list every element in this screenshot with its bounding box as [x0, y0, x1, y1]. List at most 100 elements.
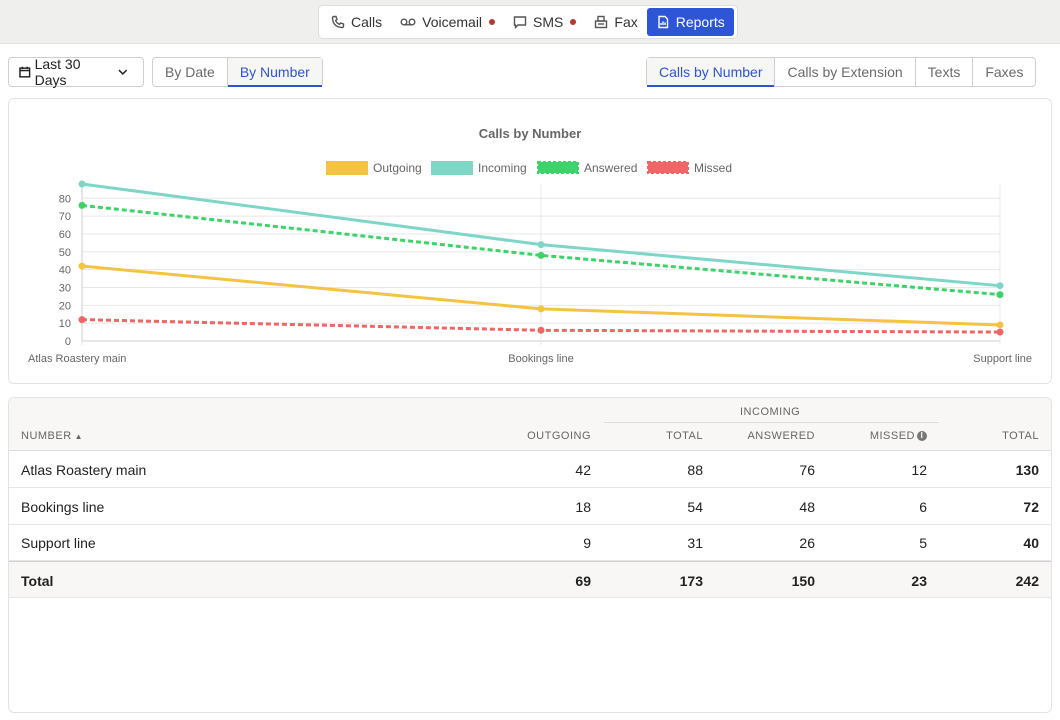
report-table: INCOMING NUMBER ▲ OUTGOING TOTAL ANSWERED…: [8, 397, 1052, 713]
chevron-down-icon: [118, 69, 128, 75]
voicemail-unread-dot: [489, 19, 496, 25]
nav-fax-label: Fax: [614, 14, 638, 30]
chart-title: Calls by Number: [479, 126, 582, 141]
nav-voicemail-label: Voicemail: [422, 14, 483, 30]
row-missed: 6: [919, 499, 927, 515]
row-answered: 76: [799, 462, 815, 478]
data-point-incoming: [78, 180, 86, 188]
col-total[interactable]: TOTAL: [1002, 430, 1039, 442]
report-icon: [658, 15, 668, 29]
legend-swatch: [326, 161, 368, 175]
row-answered: 26: [799, 535, 815, 551]
report-type-toggle: Calls by Number Calls by Extension Texts…: [646, 57, 1037, 87]
date-range-label: Last 30 Days: [34, 56, 81, 88]
totals-outgoing: 69: [575, 573, 591, 589]
table-row: Support line 9 31 26 5 40: [9, 524, 1051, 561]
tab-calls-by-number[interactable]: Calls by Number: [647, 58, 776, 87]
row-missed: 5: [919, 535, 927, 551]
data-point-answered: [996, 291, 1004, 299]
row-outgoing: 42: [575, 462, 591, 478]
totals-missed: 23: [911, 573, 927, 589]
data-point-incoming: [537, 241, 545, 249]
row-number: Atlas Roastery main: [21, 462, 147, 478]
row-number: Bookings line: [21, 499, 105, 515]
view-by-number[interactable]: By Number: [227, 58, 322, 87]
col-answered[interactable]: ANSWERED: [747, 430, 815, 442]
calls-by-number-chart: Calls by Number Outgoing Incoming Answered M…: [28, 126, 1032, 365]
data-point-outgoing: [996, 321, 1004, 329]
nav-reports[interactable]: Reports: [646, 8, 734, 36]
table-row: Atlas Roastery main 42 88 76 12 130: [9, 451, 1051, 488]
y-tick-label: 40: [59, 265, 71, 277]
fax-icon: [595, 15, 608, 29]
table-header: INCOMING NUMBER ▲ OUTGOING TOTAL ANSWERED…: [9, 398, 1051, 451]
incoming-group-header: INCOMING: [740, 406, 801, 418]
calendar-icon: [19, 66, 31, 78]
legend-swatch: [537, 161, 579, 174]
info-icon[interactable]: i: [917, 431, 927, 442]
row-outgoing: 9: [583, 535, 591, 551]
legend-label: Answered: [584, 161, 637, 175]
y-tick-label: 80: [59, 193, 71, 205]
y-tick-label: 70: [59, 211, 71, 223]
top-bar: Calls Voicemail SMS Fax Reports: [0, 0, 1060, 44]
nav-sms[interactable]: SMS: [504, 8, 585, 36]
row-outgoing: 18: [575, 499, 591, 515]
row-number: Support line: [21, 535, 96, 551]
view-by-date[interactable]: By Date: [153, 58, 228, 86]
row-total: 130: [1015, 462, 1039, 478]
x-tick-label: Support line: [973, 353, 1032, 365]
data-point-incoming: [996, 282, 1004, 290]
legend-label: Incoming: [478, 161, 527, 175]
legend-swatch: [431, 161, 473, 175]
y-tick-label: 10: [59, 318, 71, 330]
col-missed[interactable]: MISSED i: [827, 430, 927, 442]
row-answered: 48: [799, 499, 815, 515]
x-tick-label: Bookings line: [508, 353, 573, 365]
tab-faxes[interactable]: Faxes: [985, 64, 1024, 80]
nav-voicemail[interactable]: Voicemail: [391, 8, 504, 36]
voicemail-icon: [400, 18, 416, 26]
nav-reports-label: Reports: [675, 14, 725, 30]
data-point-answered: [537, 251, 545, 259]
nav-calls-label: Calls: [351, 14, 383, 30]
legend-swatch: [647, 161, 689, 174]
sort-asc-icon: ▲: [74, 431, 84, 441]
data-point-outgoing: [537, 305, 545, 313]
legend-label: Missed: [694, 161, 732, 175]
data-point-missed: [996, 328, 1004, 336]
y-tick-label: 60: [59, 229, 71, 241]
y-tick-label: 0: [65, 336, 71, 348]
col-outgoing[interactable]: OUTGOING: [527, 430, 591, 442]
data-point-missed: [537, 326, 545, 334]
y-tick-label: 20: [59, 300, 71, 312]
data-point-answered: [78, 201, 86, 209]
tab-texts[interactable]: Texts: [916, 58, 974, 86]
x-tick-label: Atlas Roastery main: [28, 353, 126, 365]
nav-calls[interactable]: Calls: [322, 8, 391, 36]
nav-sms-label: SMS: [533, 14, 564, 30]
totals-answered: 150: [791, 573, 815, 589]
phone-icon: [331, 15, 345, 29]
series-line-answered: [81, 203, 1001, 297]
data-point-outgoing: [78, 262, 86, 270]
y-tick-label: 30: [59, 282, 71, 294]
data-point-missed: [78, 316, 86, 324]
row-incoming-total: 31: [687, 535, 703, 551]
totals-incoming-total: 173: [679, 573, 703, 589]
legend-label: Outgoing: [373, 161, 422, 175]
message-icon: [513, 16, 527, 29]
col-incoming-total[interactable]: TOTAL: [666, 430, 703, 442]
row-total: 40: [1023, 535, 1039, 551]
table-row: Bookings line 18 54 48 6 72: [9, 488, 1051, 525]
date-range-dropdown[interactable]: Last 30 Days: [8, 56, 144, 88]
chart-panel: Calls by Number Outgoing Incoming Answered M…: [8, 98, 1052, 384]
col-number[interactable]: NUMBER ▲: [21, 430, 83, 442]
nav-fax[interactable]: Fax: [585, 8, 646, 36]
main-nav: Calls Voicemail SMS Fax Reports: [318, 5, 738, 39]
row-incoming-total: 54: [687, 499, 703, 515]
view-toggle: By Date By Number: [152, 57, 323, 87]
totals-row: Total 69 173 150 23 242: [9, 561, 1051, 598]
tab-calls-by-extension[interactable]: Calls by Extension: [775, 58, 916, 86]
y-tick-label: 50: [59, 247, 71, 259]
